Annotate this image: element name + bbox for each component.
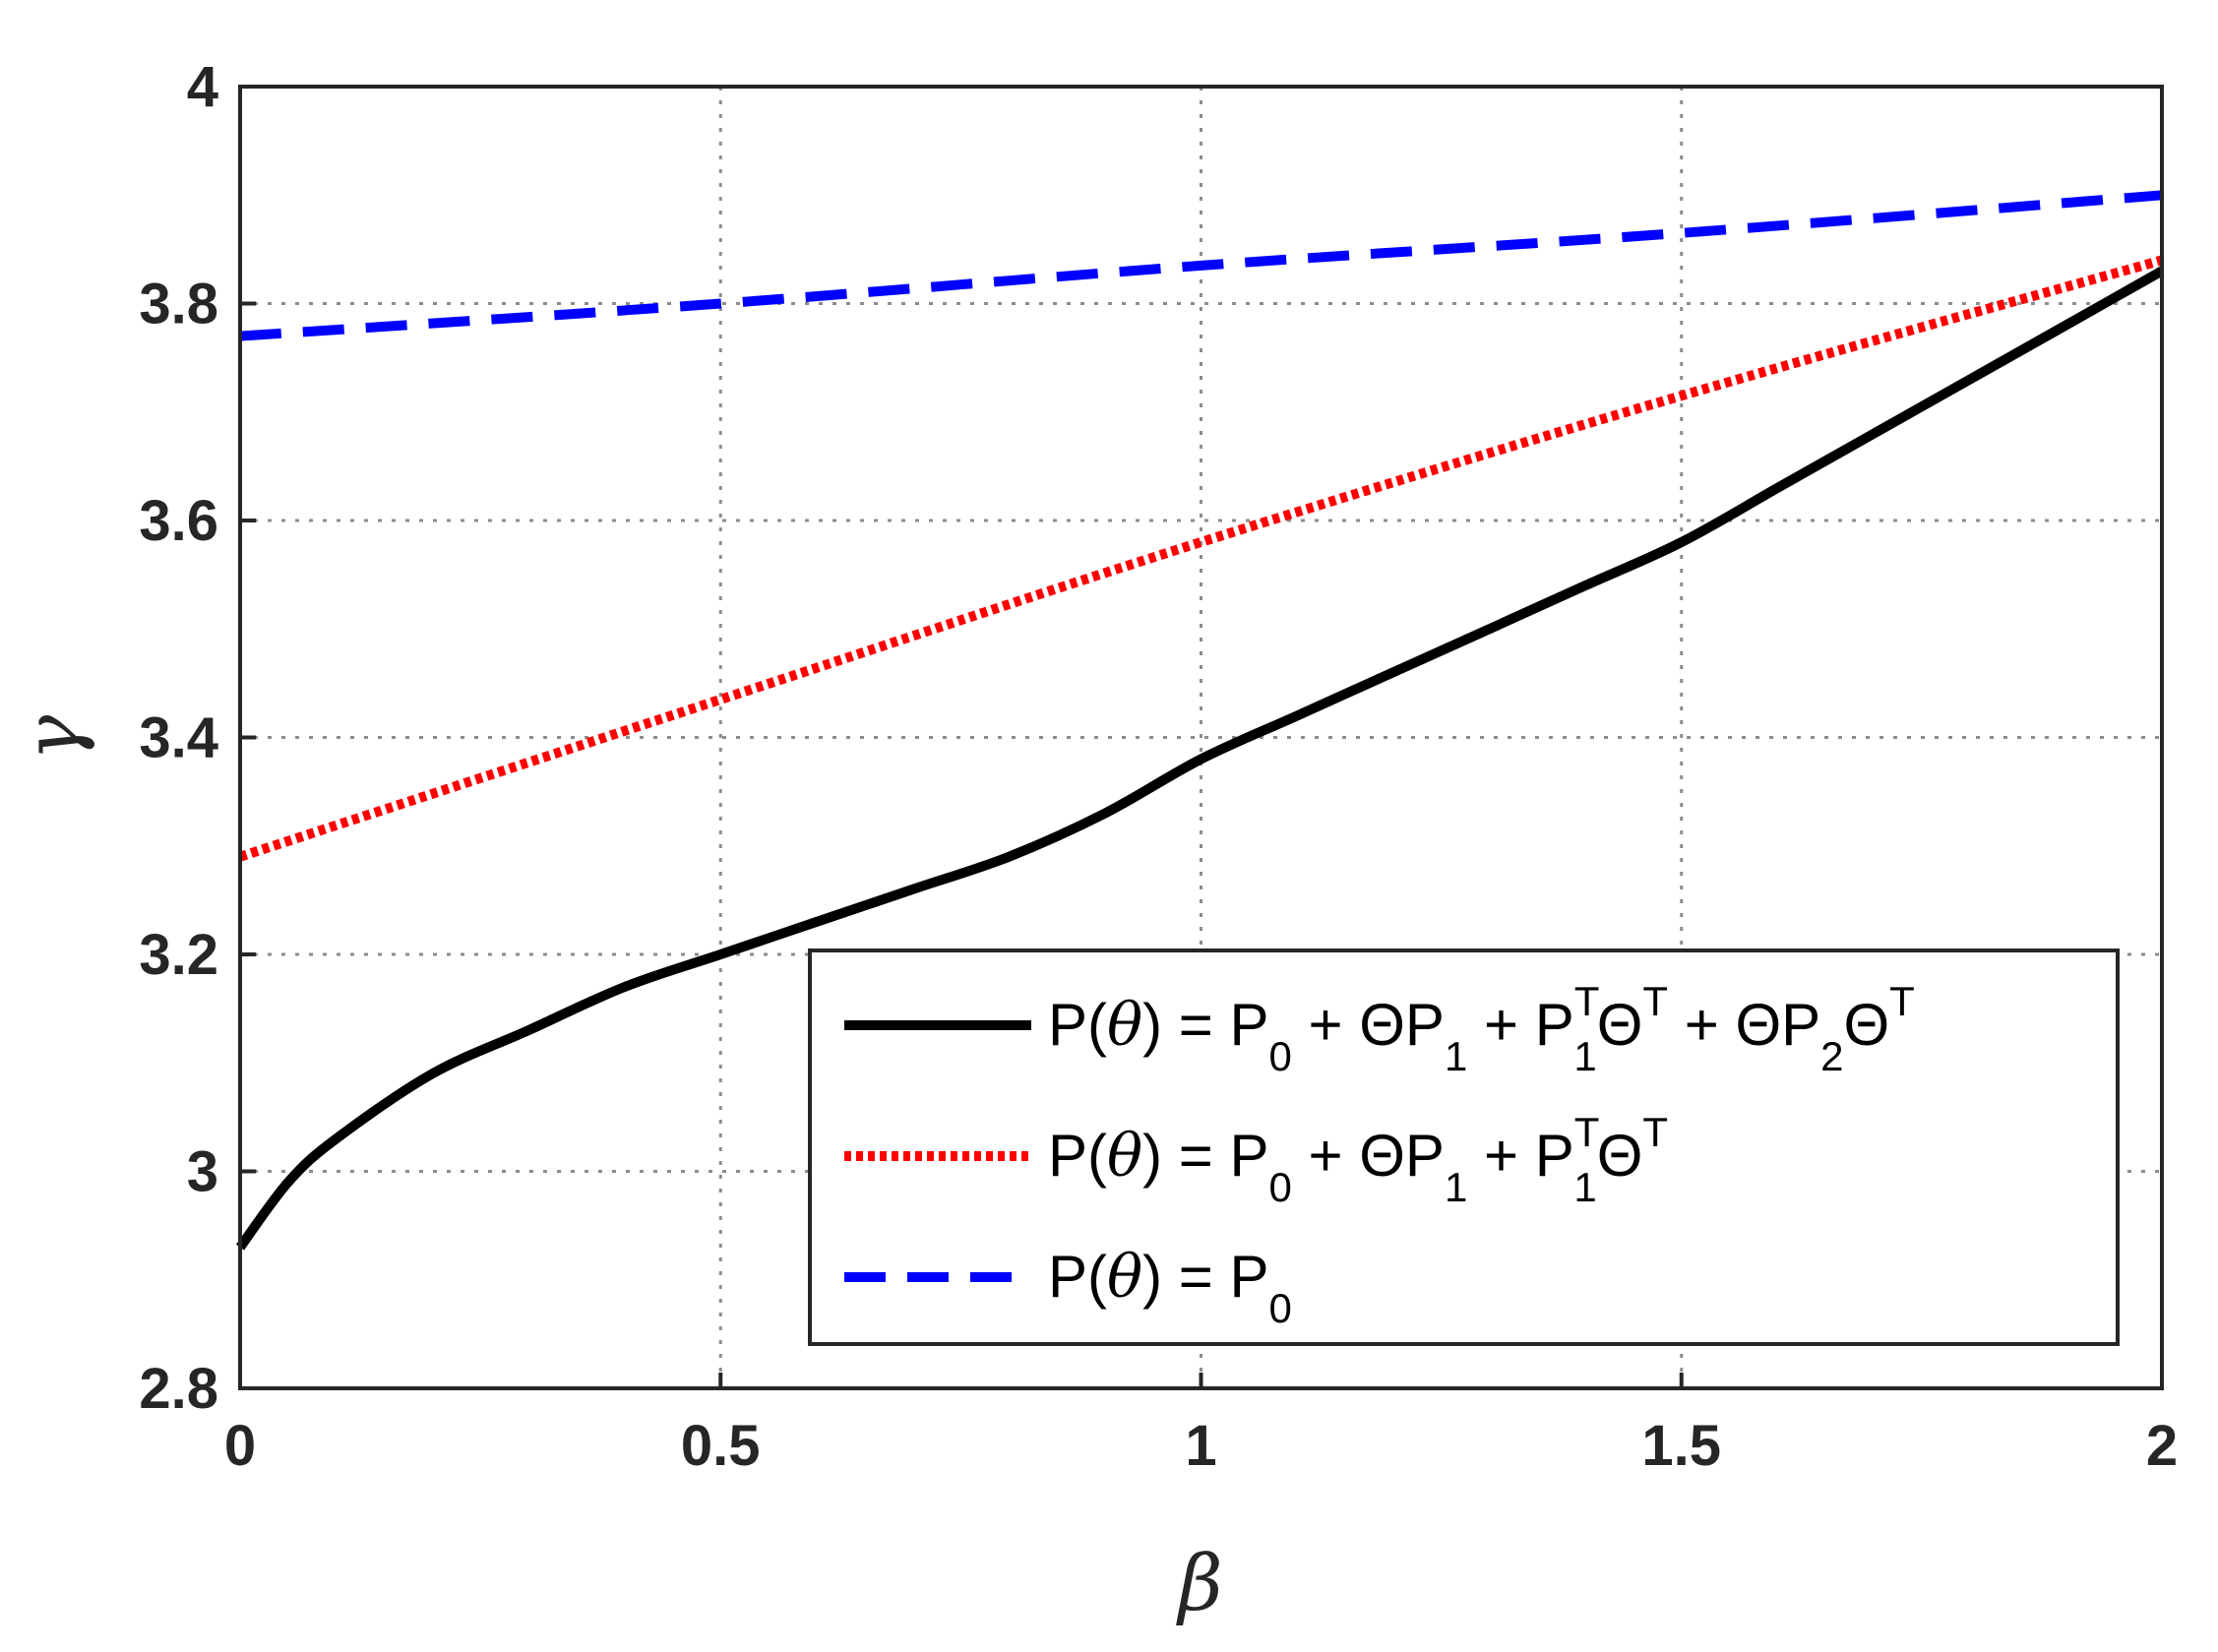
y-tick-label: 3.4 — [139, 706, 218, 770]
x-tick-label: 0 — [224, 1414, 256, 1478]
x-tick-label: 2 — [2146, 1414, 2178, 1478]
y-axis-label: γ — [9, 714, 97, 761]
legend: P(θ) = P0 + ΘP1 + PT 1ΘT + ΘP2ΘT P(θ) = P… — [808, 948, 2120, 1346]
y-tick-label: 3.6 — [139, 489, 218, 553]
x-tick-label: 0.5 — [681, 1414, 761, 1478]
legend-box — [808, 948, 2120, 1346]
y-tick-label: 4 — [187, 55, 218, 119]
x-axis-label: β — [1175, 1540, 1222, 1628]
axis-ticks: 0 0.5 1 1.5 2 2.8 3 3.2 3.4 3.6 3.8 4 — [139, 55, 2178, 1478]
series-line-2 — [238, 255, 2164, 862]
x-tick-label: 1.5 — [1641, 1414, 1721, 1478]
y-tick-label: 2.8 — [139, 1357, 218, 1421]
series-line-1 — [235, 267, 2165, 1251]
series-line-3 — [239, 190, 2163, 341]
series-layer — [235, 190, 2165, 1251]
y-tick-label: 3.8 — [139, 273, 218, 337]
y-tick-label: 3 — [187, 1140, 218, 1204]
y-tick-label: 3.2 — [139, 923, 218, 987]
x-tick-label: 1 — [1185, 1414, 1216, 1478]
